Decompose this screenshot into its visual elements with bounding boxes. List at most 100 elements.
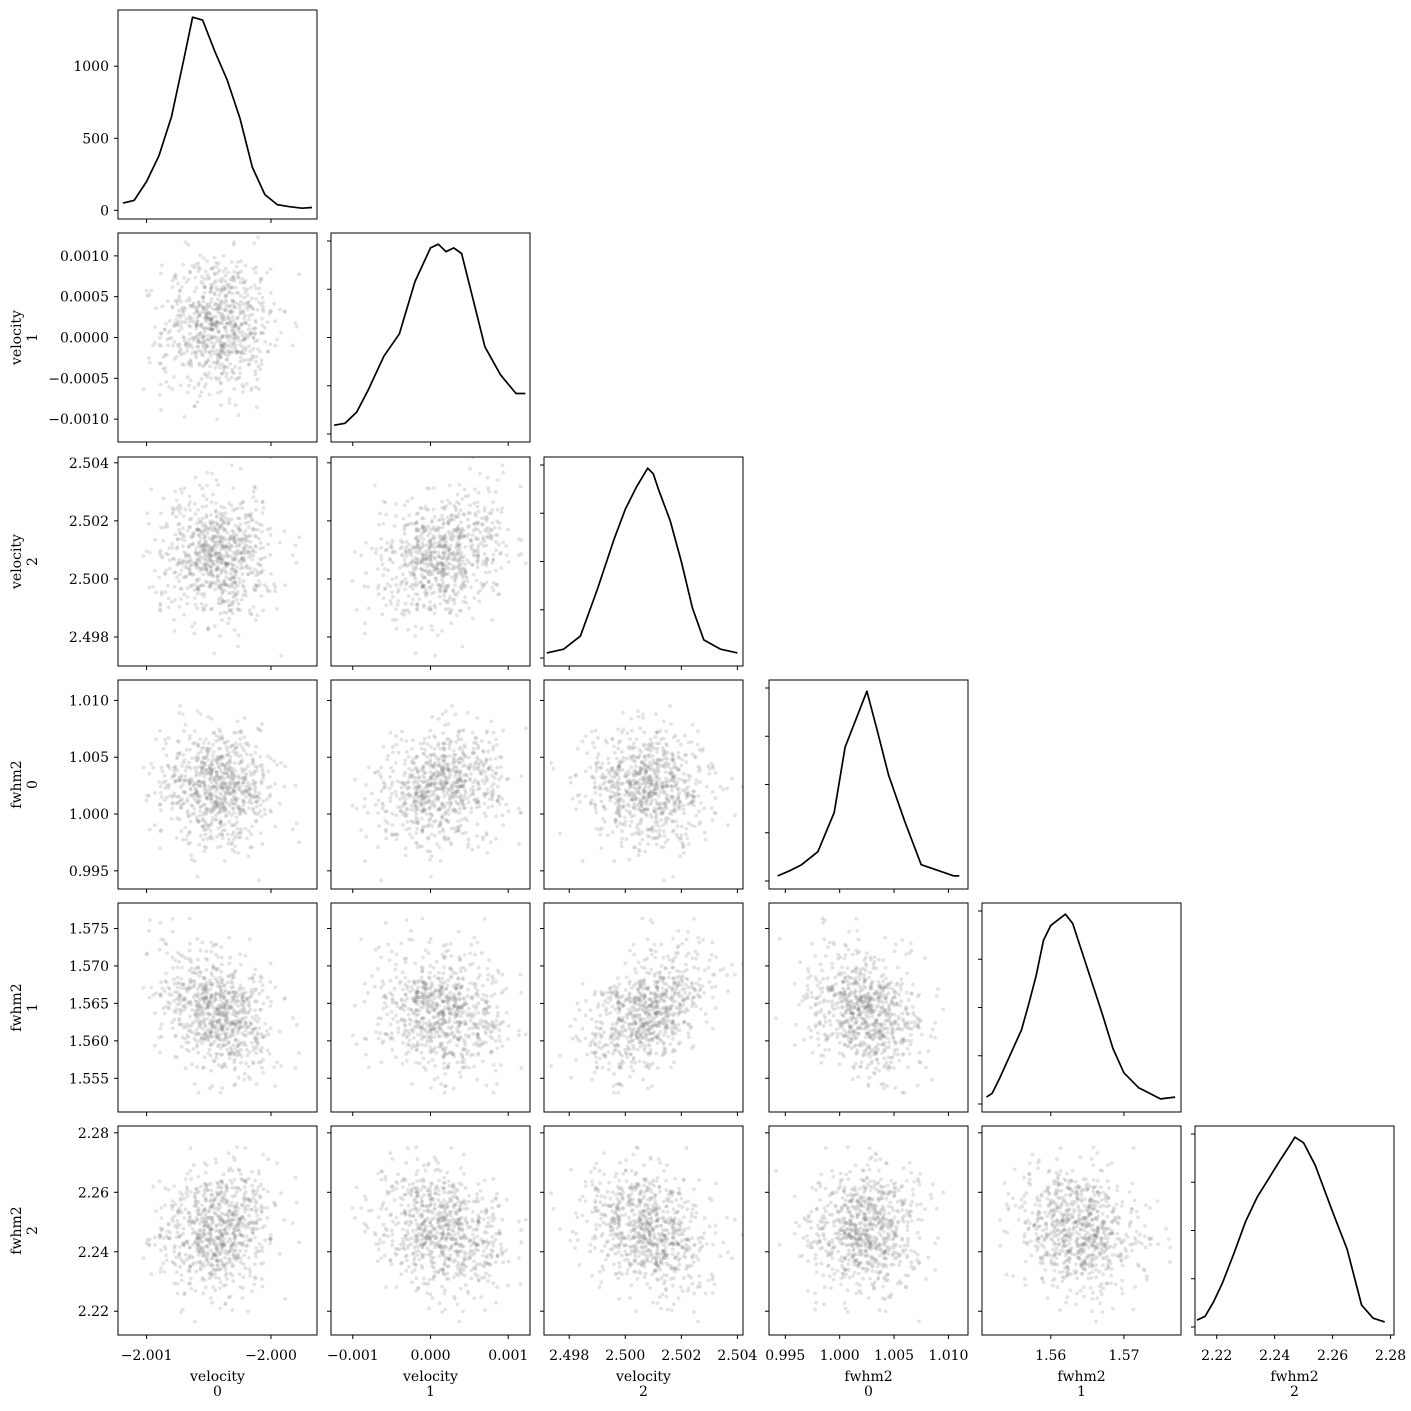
scatter-point — [408, 585, 412, 589]
scatter-point — [209, 767, 214, 771]
scatter-point — [208, 316, 213, 321]
scatter-point — [208, 519, 213, 523]
scatter-point — [188, 734, 192, 738]
scatter-point — [213, 757, 217, 761]
scatter-point — [657, 777, 662, 782]
scatter-point — [224, 562, 229, 567]
scatter-point — [254, 265, 258, 270]
scatter-point — [210, 322, 215, 327]
scatter-point — [415, 795, 420, 800]
scatter-point — [657, 741, 662, 746]
scatter-point — [447, 754, 452, 758]
scatter-point — [188, 747, 192, 752]
scatter-point — [655, 807, 660, 811]
scatter-point — [420, 584, 425, 589]
scatter-point — [455, 789, 460, 794]
scatter-point — [255, 338, 260, 343]
scatter-point — [457, 608, 462, 613]
scatter-point — [201, 802, 206, 807]
scatter-point — [197, 313, 202, 318]
scatter-point — [237, 326, 242, 331]
scatter-point — [450, 598, 455, 602]
scatter-point — [230, 774, 235, 779]
scatter-point — [438, 770, 443, 774]
scatter-point — [624, 771, 628, 775]
scatter-point — [220, 833, 225, 837]
scatter-point — [413, 651, 418, 656]
scatter-point — [476, 537, 481, 542]
scatter-point — [210, 546, 215, 551]
scatter-point — [485, 791, 490, 796]
scatter-point — [440, 813, 445, 818]
scatter-point — [223, 279, 228, 284]
scatter-point — [202, 788, 207, 792]
scatter-point — [259, 728, 263, 733]
scatter-point — [646, 795, 651, 799]
scatter-point — [246, 783, 251, 788]
scatter-point — [641, 795, 646, 800]
scatter-point — [418, 546, 423, 551]
scatter-point — [212, 543, 217, 548]
scatter-point — [661, 784, 666, 789]
scatter-point — [246, 572, 251, 576]
scatter-point — [193, 475, 198, 480]
scatter-point — [241, 585, 246, 590]
scatter-point — [423, 824, 428, 829]
scatter-point — [452, 597, 457, 602]
scatter-point — [400, 795, 405, 799]
scatter-point — [215, 360, 220, 364]
scatter-point — [191, 783, 196, 788]
scatter-point — [422, 583, 426, 588]
scatter-point — [237, 330, 242, 335]
scatter-point — [639, 760, 644, 765]
scatter-point — [185, 601, 190, 606]
scatter-point — [209, 582, 214, 587]
scatter-point — [177, 294, 182, 298]
scatter-point — [447, 788, 452, 792]
scatter-point — [444, 504, 448, 509]
scatter-point — [249, 511, 254, 516]
scatter-point — [493, 489, 498, 494]
scatter-point — [241, 311, 246, 315]
scatter-point — [257, 286, 262, 291]
scatter-point — [167, 385, 171, 389]
scatter-point — [472, 751, 477, 755]
scatter-point — [434, 576, 438, 580]
scatter-point — [230, 832, 235, 837]
scatter-point — [251, 526, 256, 531]
scatter-point — [212, 255, 217, 260]
scatter-point — [423, 771, 428, 775]
scatter-point — [488, 535, 493, 540]
scatter-point — [207, 350, 212, 355]
scatter-point — [204, 314, 209, 319]
scatter-point — [664, 796, 669, 801]
scatter-point — [664, 792, 669, 797]
scatter-point — [219, 504, 224, 509]
scatter-point — [238, 785, 243, 790]
scatter-point — [236, 338, 241, 342]
scatter-point — [619, 840, 624, 845]
scatter-point — [409, 803, 414, 808]
scatter-point — [178, 703, 182, 708]
scatter-point — [216, 362, 221, 367]
scatter-point — [236, 851, 241, 855]
scatter-point — [223, 560, 228, 565]
scatter-point — [655, 757, 660, 762]
scatter-point — [231, 303, 236, 308]
scatter-point — [614, 785, 619, 790]
scatter-point — [427, 822, 432, 827]
scatter-point — [428, 556, 433, 561]
scatter-point — [391, 549, 395, 553]
scatter-point — [260, 842, 265, 846]
scatter-point — [441, 556, 446, 560]
scatter-point — [440, 815, 444, 820]
scatter-point — [647, 795, 652, 799]
scatter-point — [385, 582, 390, 587]
scatter-point — [222, 341, 227, 346]
scatter-point — [246, 301, 250, 306]
scatter-point — [232, 269, 237, 274]
scatter-point — [227, 309, 232, 314]
scatter-point — [420, 525, 425, 530]
scatter-point — [268, 553, 273, 557]
scatter-point — [198, 712, 203, 716]
